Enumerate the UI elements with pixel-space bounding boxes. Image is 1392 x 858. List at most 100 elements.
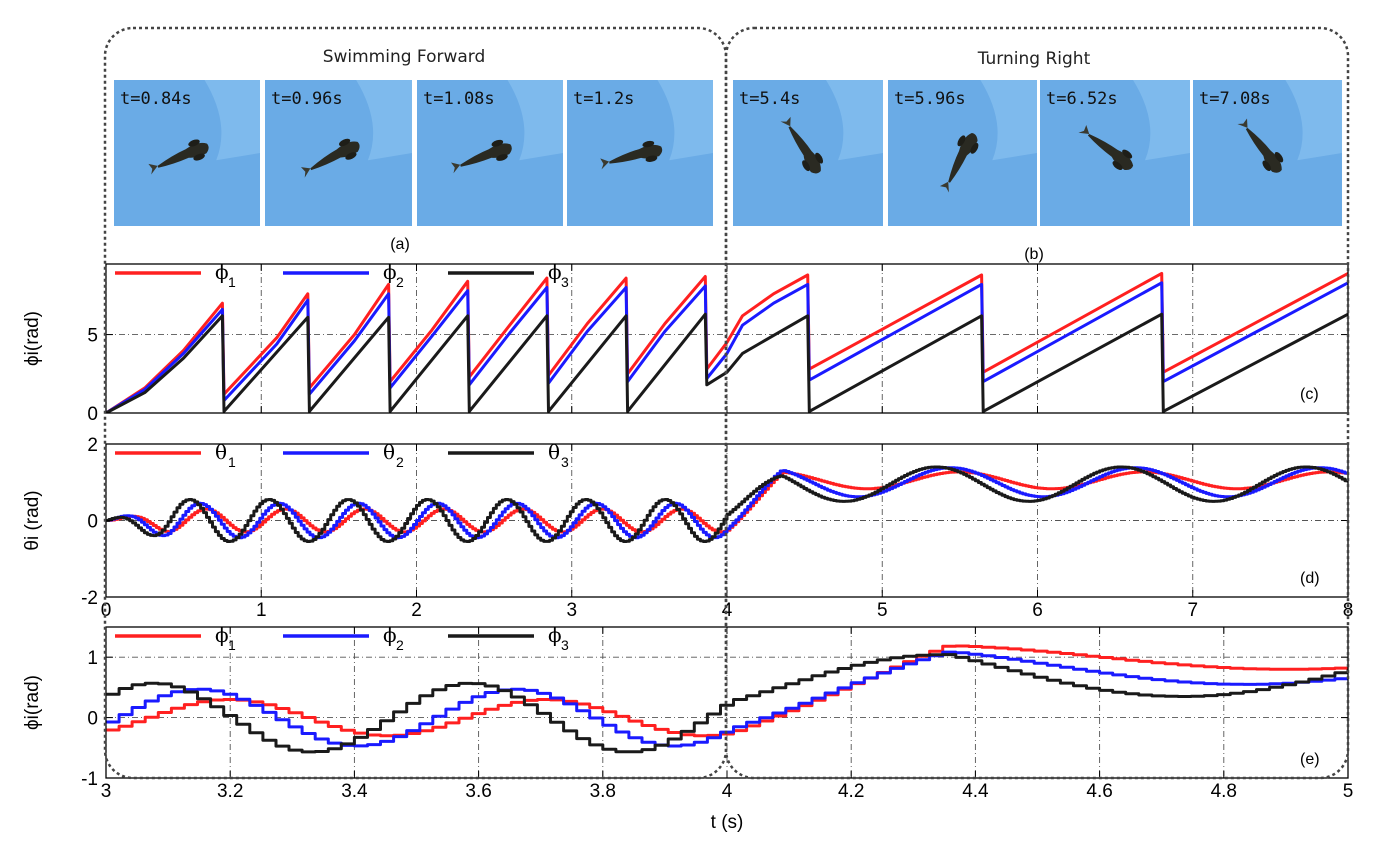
frame-time-label: t=0.84s: [120, 89, 192, 109]
x-tick-label: 3: [101, 781, 112, 802]
frame-time-label: t=1.2s: [573, 89, 634, 109]
legend-label-subscript: 3: [561, 637, 569, 653]
fish-icon: [451, 139, 512, 174]
x-tick-label: 4: [722, 600, 733, 621]
x-tick-label: 4.8: [1211, 781, 1237, 802]
x-tick-label: 7: [1187, 600, 1198, 621]
label-b: (b): [1024, 246, 1044, 263]
x-tick-label: 3.2: [217, 781, 243, 802]
y-tick-label: 0: [87, 709, 98, 730]
y-axis-label: θi (rad): [22, 490, 43, 550]
frame-time-label: t=1.08s: [423, 89, 495, 109]
legend-label: ϕ: [383, 260, 397, 284]
photo-frame: t=6.52s: [1040, 80, 1190, 226]
series-line-1: [106, 644, 1348, 738]
photo-frame: t=0.84s: [114, 80, 260, 226]
photo-frame: t=5.96s: [888, 80, 1037, 226]
legend-label-subscript: 3: [561, 274, 569, 290]
frame-time-label: t=6.52s: [1046, 89, 1118, 109]
series-line-2: [106, 466, 1348, 540]
water-reflection: [1285, 80, 1342, 161]
frame-time-label: t=5.4s: [739, 89, 800, 109]
grid-lines: [106, 627, 1348, 778]
water-reflection: [980, 80, 1037, 161]
fish-icon: [600, 140, 663, 170]
series-group: [106, 465, 1348, 543]
legend-label: θ: [215, 440, 227, 464]
photo-frame: t=5.4s: [733, 80, 883, 226]
series-group: [106, 271, 1348, 413]
water-reflection: [657, 80, 713, 161]
frame-time-label: t=0.96s: [271, 89, 343, 109]
panel-label: (c): [1300, 386, 1319, 403]
legend-label-subscript: 2: [396, 274, 404, 290]
x-tick-label: 3.4: [341, 781, 368, 802]
series-line-2: [106, 650, 1348, 748]
legend-label-subscript: 2: [396, 454, 404, 470]
legend-label-subscript: 3: [561, 454, 569, 470]
x-axis-label: t (s): [711, 812, 744, 833]
y-tick-label: 5: [87, 326, 98, 347]
photo-frames: t=0.84s t=0.96s t=1.08s t=1.2s t=5.4s t=5.96s…: [114, 80, 1342, 226]
legend-label-subscript: 2: [396, 637, 404, 653]
x-tick-label: 1: [256, 600, 267, 621]
water-reflection: [204, 80, 260, 161]
x-tick-label: 3.8: [590, 781, 616, 802]
fish-icon: [1078, 124, 1134, 171]
fish-icon: [939, 132, 979, 193]
legend-label: ϕ: [383, 623, 397, 647]
y-tick-label: 1: [87, 648, 98, 669]
legend-label: ϕ: [215, 623, 229, 647]
legend-label: θ: [548, 440, 560, 464]
x-tick-label: 4.4: [962, 781, 989, 802]
photo-frame: t=7.08s: [1193, 80, 1342, 226]
y-tick-label: -1: [81, 769, 98, 790]
x-tick-label: 6: [1032, 600, 1043, 621]
frame-time-label: t=7.08s: [1199, 89, 1271, 109]
x-tick-label: 4: [722, 781, 733, 802]
water-reflection: [826, 80, 883, 161]
series-line-3: [106, 653, 1348, 754]
x-tick-label: 5: [1343, 781, 1354, 802]
right-section-border: [724, 26, 1350, 780]
photo-frame: t=1.2s: [567, 80, 713, 226]
y-axis-label: ϕi(rad): [22, 675, 43, 730]
y-tick-label: 0: [87, 512, 98, 533]
water-reflection: [356, 80, 412, 161]
legend-label: ϕ: [548, 260, 562, 284]
frame-time-label: t=5.96s: [894, 89, 966, 109]
photo-frame: t=0.96s: [265, 80, 412, 226]
fish-icon: [300, 138, 360, 178]
water-reflection: [507, 80, 563, 161]
y-tick-label: 2: [87, 435, 98, 456]
y-tick-label: -2: [81, 588, 98, 609]
panel-label: (e): [1300, 751, 1320, 768]
y-tick-label: 0: [87, 404, 98, 425]
fish-icon: [1237, 118, 1284, 173]
legend-label: ϕ: [215, 260, 229, 284]
fish-icon: [780, 116, 824, 174]
series-line-3: [106, 312, 1348, 413]
turning-right-title: Turning Right: [977, 49, 1091, 69]
x-tick-label: 4.2: [838, 781, 864, 802]
legend-label: θ: [383, 440, 395, 464]
legend-label-subscript: 1: [228, 637, 236, 653]
legend-label: ϕ: [548, 623, 562, 647]
series-group: [106, 644, 1348, 754]
water-reflection: [1133, 80, 1190, 161]
x-tick-label: 3.6: [465, 781, 491, 802]
y-axis-label: ϕi(rad): [22, 311, 43, 366]
